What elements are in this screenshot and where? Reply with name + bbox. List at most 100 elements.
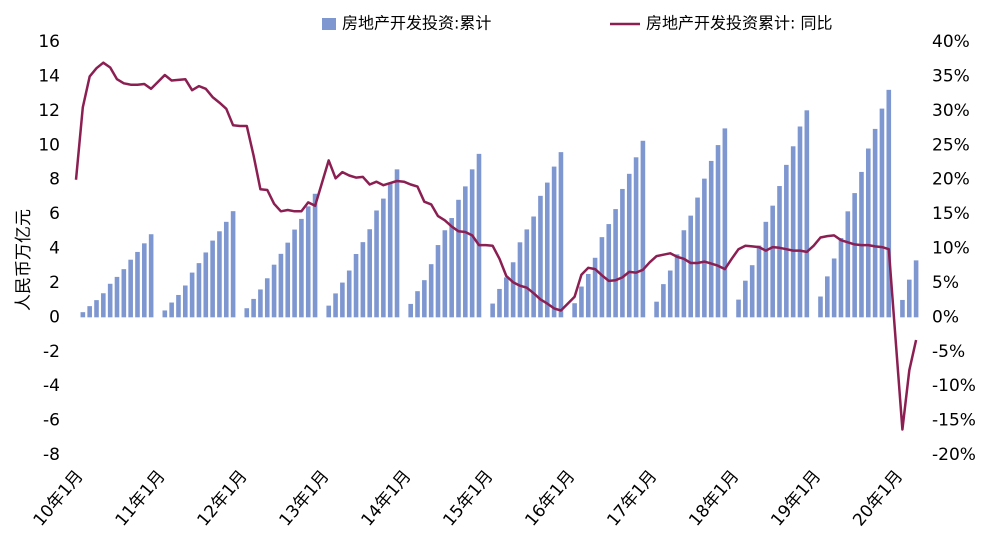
bar: [913, 260, 919, 318]
bar: [387, 182, 393, 318]
y2-tick-label: 35%: [932, 66, 970, 86]
bar: [80, 312, 86, 318]
bar: [613, 209, 618, 318]
bar: [408, 303, 413, 318]
x-tick-label: 16年1月: [521, 467, 579, 531]
bar: [708, 160, 714, 318]
bar: [463, 186, 468, 318]
bar: [818, 296, 823, 318]
y2-tick-label: 10%: [932, 239, 970, 259]
bar: [346, 270, 352, 318]
bar: [162, 310, 168, 318]
legend-swatch: [322, 18, 336, 30]
bar: [230, 211, 236, 318]
bar: [504, 277, 509, 318]
y-tick-label: 12: [38, 101, 60, 121]
bar: [374, 210, 379, 318]
bar: [886, 89, 892, 318]
bar: [654, 301, 659, 318]
x-tick-label: 13年1月: [276, 467, 334, 531]
bar: [825, 276, 830, 318]
bar: [326, 305, 332, 318]
bar: [579, 286, 584, 318]
bar: [585, 273, 591, 318]
y-tick-label: 16: [38, 32, 60, 52]
bar: [715, 145, 721, 318]
bar: [87, 306, 92, 318]
bar: [804, 110, 810, 318]
bar: [312, 193, 318, 318]
bar: [661, 284, 666, 318]
bar: [94, 300, 99, 318]
bar: [790, 146, 796, 318]
bar: [572, 303, 577, 318]
bar: [845, 211, 851, 318]
bar: [449, 218, 454, 318]
x-tick-label: 17年1月: [603, 467, 661, 531]
bar: [428, 264, 434, 318]
bar: [900, 299, 905, 318]
bar: [490, 303, 495, 318]
y2-tick-label: 15%: [932, 204, 970, 224]
bar: [872, 128, 878, 318]
bar: [333, 293, 338, 318]
bar: [722, 128, 728, 318]
bar: [777, 186, 782, 318]
y2-tick-label: -20%: [932, 445, 976, 465]
bar: [476, 153, 482, 318]
bar: [435, 245, 441, 318]
x-tick-label: 11年1月: [112, 467, 170, 531]
bar: [695, 197, 700, 318]
y-tick-label: 10: [38, 135, 60, 155]
y2-tick-label: 20%: [932, 170, 970, 190]
bar: [210, 240, 215, 318]
bar: [770, 205, 775, 318]
bar: [244, 308, 250, 318]
bar: [606, 224, 612, 318]
bar: [292, 229, 297, 318]
bar: [251, 298, 256, 318]
bar: [517, 242, 523, 318]
bar: [285, 242, 291, 318]
line: [74, 61, 918, 431]
bar: [182, 285, 188, 318]
legend-label: 房地产开发投资累计: 同比: [646, 14, 832, 33]
bar: [531, 216, 536, 318]
y2-tick-label: 5%: [932, 273, 959, 293]
bar: [305, 206, 311, 318]
y-tick-label: -2: [43, 342, 60, 362]
bar: [299, 218, 304, 318]
bar: [121, 269, 127, 318]
bar: [189, 272, 195, 318]
bar: [558, 152, 564, 318]
bar: [497, 288, 502, 318]
y2-tick-label: 40%: [932, 32, 970, 52]
bar: [142, 243, 147, 318]
bar: [367, 229, 373, 318]
bar: [415, 291, 420, 318]
bar: [422, 280, 427, 318]
bar: [879, 108, 885, 318]
y-tick-label: 8: [49, 170, 60, 190]
bar: [128, 259, 133, 318]
y-tick-label: 6: [49, 204, 60, 224]
bar: [736, 299, 741, 318]
bar: [667, 270, 673, 318]
bar: [524, 229, 530, 318]
bar: [702, 178, 707, 318]
bar: [469, 169, 475, 318]
bar: [223, 221, 229, 318]
x-tick-label: 19年1月: [767, 467, 825, 531]
bar: [264, 278, 270, 318]
y2-tick-label: -5%: [932, 342, 965, 362]
bar: [784, 164, 789, 318]
bar: [906, 279, 912, 318]
bar: [756, 245, 762, 318]
bar: [599, 237, 605, 318]
bar: [258, 289, 263, 318]
bar: [381, 198, 386, 318]
bar: [217, 231, 222, 318]
legend-label: 房地产开发投资:累计: [342, 14, 491, 33]
bar: [852, 193, 857, 318]
